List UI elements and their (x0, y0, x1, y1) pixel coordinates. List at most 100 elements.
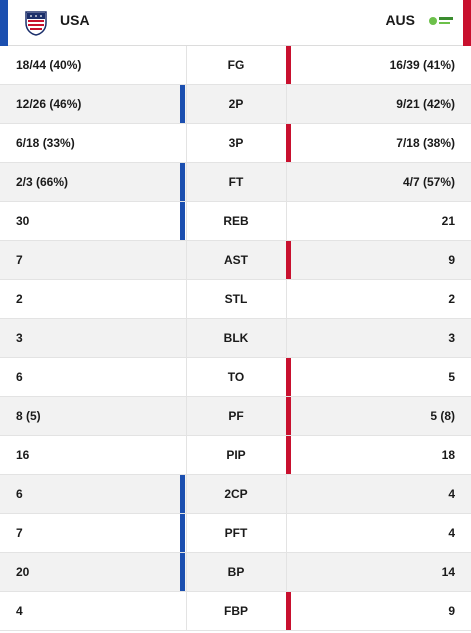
stat-label: 2CP (224, 487, 248, 501)
stat-row-ast: 7 AST 9 (0, 241, 471, 280)
away-lead-indicator (286, 592, 291, 630)
home-stat-value: 8 (5) (16, 409, 41, 423)
teams-header: USA AUS (0, 0, 471, 46)
stat-label: BLK (223, 331, 249, 345)
away-stat-value: 21 (441, 214, 455, 228)
column-divider (186, 163, 187, 202)
home-stat-value: 6 (16, 370, 23, 384)
column-divider (186, 85, 187, 124)
stat-row-blk: 3 BLK 3 (0, 319, 471, 358)
home-lead-indicator (180, 85, 185, 123)
stat-row-ft: 2/3 (66%) FT 4/7 (57%) (0, 163, 471, 202)
away-stat-value: 2 (448, 292, 455, 306)
stat-row-fbp: 4 FBP 9 (0, 592, 471, 631)
stat-row-3p: 6/18 (33%) 3P 7/18 (38%) (0, 124, 471, 163)
stat-row-pf: 8 (5) PF 5 (8) (0, 397, 471, 436)
column-divider (186, 358, 187, 397)
away-stat-value: 18 (441, 448, 455, 462)
column-divider (286, 514, 287, 553)
home-stat-value: 4 (16, 604, 23, 618)
home-stat-value: 12/26 (46%) (16, 97, 82, 111)
usa-basketball-shield-icon (25, 11, 47, 36)
away-lead-indicator (286, 241, 291, 279)
home-stat-value: 3 (16, 331, 23, 345)
away-lead-indicator (286, 46, 291, 84)
column-divider (286, 163, 287, 202)
away-lead-indicator (286, 397, 291, 435)
column-divider (186, 319, 187, 358)
stat-label: REB (223, 214, 249, 228)
stat-row-fg: 18/44 (40%) FG 16/39 (41%) (0, 46, 471, 85)
away-lead-indicator (286, 358, 291, 396)
home-stat-value: 7 (16, 253, 23, 267)
column-divider (186, 514, 187, 553)
stat-label: BP (227, 565, 245, 579)
stat-label: FT (228, 175, 244, 189)
stat-row-bp: 20 BP 14 (0, 553, 471, 592)
away-stat-value: 3 (448, 331, 455, 345)
stats-table: 18/44 (40%) FG 16/39 (41%) 12/26 (46%) 2P 9/2… (0, 46, 471, 631)
home-stat-value: 6/18 (33%) (16, 136, 75, 150)
home-stat-value: 20 (16, 565, 30, 579)
home-stat-value: 2/3 (66%) (16, 175, 69, 189)
stat-row-2p: 12/26 (46%) 2P 9/21 (42%) (0, 85, 471, 124)
stat-row-pft: 7 PFT 4 (0, 514, 471, 553)
stat-label: 3P (228, 136, 244, 150)
away-lead-indicator (286, 124, 291, 162)
column-divider (186, 46, 187, 85)
stat-label: FG (227, 58, 245, 72)
column-divider (286, 280, 287, 319)
stat-label: 2P (228, 97, 244, 111)
stat-row-reb: 30 REB 21 (0, 202, 471, 241)
column-divider (286, 319, 287, 358)
stat-row-pip: 16 PIP 18 (0, 436, 471, 475)
home-stat-value: 2 (16, 292, 23, 306)
away-stat-value: 4 (448, 526, 455, 540)
column-divider (286, 475, 287, 514)
home-stat-value: 30 (16, 214, 30, 228)
column-divider (186, 553, 187, 592)
home-lead-indicator (180, 553, 185, 591)
away-stat-value: 9 (448, 253, 455, 267)
column-divider (186, 280, 187, 319)
home-team-color-bar (0, 0, 8, 46)
stat-row-stl: 2 STL 2 (0, 280, 471, 319)
stat-label: FBP (224, 604, 248, 618)
home-stat-value: 6 (16, 487, 23, 501)
stat-row-to: 6 TO 5 (0, 358, 471, 397)
away-team-color-bar (463, 0, 471, 46)
stat-label: STL (224, 292, 248, 306)
home-stat-value: 7 (16, 526, 23, 540)
home-stat-value: 18/44 (40%) (16, 58, 82, 72)
away-stat-value: 7/18 (38%) (396, 136, 455, 150)
column-divider (186, 592, 187, 631)
home-stat-value: 16 (16, 448, 30, 462)
home-team-name: USA (60, 12, 90, 28)
away-team-name: AUS (385, 12, 415, 28)
stat-label: PF (228, 409, 244, 423)
column-divider (186, 202, 187, 241)
away-stat-value: 9 (448, 604, 455, 618)
stat-label: PIP (226, 448, 246, 462)
aus-green-logo-icon (429, 17, 453, 25)
away-stat-value: 9/21 (42%) (396, 97, 455, 111)
stat-label: PFT (224, 526, 248, 540)
away-stat-value: 4 (448, 487, 455, 501)
home-lead-indicator (180, 475, 185, 513)
column-divider (186, 475, 187, 514)
column-divider (186, 124, 187, 163)
stat-label: AST (224, 253, 248, 267)
away-lead-indicator (286, 436, 291, 474)
away-stat-value: 5 (8) (430, 409, 455, 423)
column-divider (186, 241, 187, 280)
home-lead-indicator (180, 163, 185, 201)
column-divider (286, 553, 287, 592)
stat-row-2cp: 6 2CP 4 (0, 475, 471, 514)
away-stat-value: 5 (448, 370, 455, 384)
column-divider (186, 397, 187, 436)
stat-label: TO (227, 370, 245, 384)
away-stat-value: 4/7 (57%) (402, 175, 455, 189)
home-lead-indicator (180, 514, 185, 552)
away-stat-value: 14 (441, 565, 455, 579)
